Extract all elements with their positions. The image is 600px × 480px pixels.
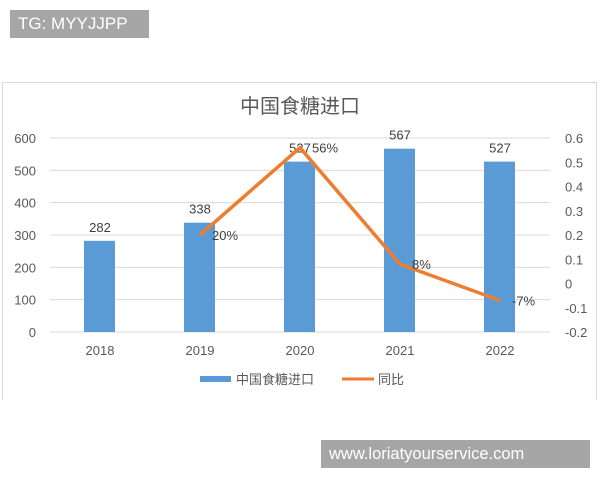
- right-tick-label: 0.5: [565, 155, 583, 170]
- right-tick-label: -0.1: [565, 301, 587, 316]
- bar: [484, 161, 515, 332]
- line-value-label: -7%: [512, 293, 536, 308]
- legend-bar-label: 中国食糖进口: [236, 372, 314, 387]
- left-tick-label: 300: [14, 228, 36, 243]
- chart-title: 中国食糖进口: [240, 95, 360, 118]
- legend-line-label: 同比: [378, 372, 404, 387]
- right-tick-label: -0.2: [565, 325, 587, 340]
- x-tick-label: 2020: [286, 343, 315, 358]
- right-axis-ticks: -0.2 -0.1 0 0.1 0.2 0.3 0.4 0.5 0.6: [565, 131, 587, 340]
- right-tick-label: 0.2: [565, 228, 583, 243]
- line-data-labels: 20% 56% 8% -7%: [212, 141, 536, 309]
- bar-value-label: 338: [189, 202, 211, 217]
- x-tick-label: 2018: [86, 343, 115, 358]
- x-tick-label: 2021: [386, 343, 415, 358]
- bar: [284, 161, 315, 332]
- bar-value-label: 282: [89, 220, 111, 235]
- left-axis-ticks: 0 100 200 300 400 500 600: [14, 131, 36, 340]
- bar-value-label: 567: [389, 128, 411, 143]
- bar: [384, 148, 415, 332]
- bar: [184, 222, 215, 332]
- right-tick-label: 0.4: [565, 180, 583, 195]
- left-tick-label: 200: [14, 260, 36, 275]
- left-tick-label: 500: [14, 163, 36, 178]
- left-tick-label: 100: [14, 293, 36, 308]
- bar-series: [84, 148, 515, 332]
- right-tick-label: 0.1: [565, 252, 583, 267]
- x-axis-ticks: 2018 2019 2020 2021 2022: [86, 343, 515, 358]
- x-tick-label: 2019: [186, 343, 215, 358]
- line-value-label: 56%: [312, 141, 338, 156]
- left-tick-label: 600: [14, 131, 36, 146]
- line-series: [198, 145, 501, 303]
- line-value-label: 8%: [412, 257, 431, 272]
- left-tick-label: 0: [29, 325, 36, 340]
- right-tick-label: 0.6: [565, 131, 583, 146]
- chart-frame: [2, 82, 597, 400]
- watermark-top: TG: MYYJJPP: [10, 10, 149, 38]
- legend-bar-swatch: [200, 376, 231, 382]
- bar-value-label: 527: [489, 141, 511, 156]
- line-value-label: 20%: [212, 228, 238, 243]
- left-tick-label: 400: [14, 196, 36, 211]
- bar: [84, 240, 115, 332]
- right-tick-label: 0: [565, 277, 572, 292]
- watermark-bottom: www.loriatyourservice.com: [321, 440, 590, 468]
- x-tick-label: 2022: [486, 343, 515, 358]
- legend: 中国食糖进口 同比: [200, 372, 404, 387]
- yoy-line: [198, 145, 501, 303]
- right-tick-label: 0.3: [565, 204, 583, 219]
